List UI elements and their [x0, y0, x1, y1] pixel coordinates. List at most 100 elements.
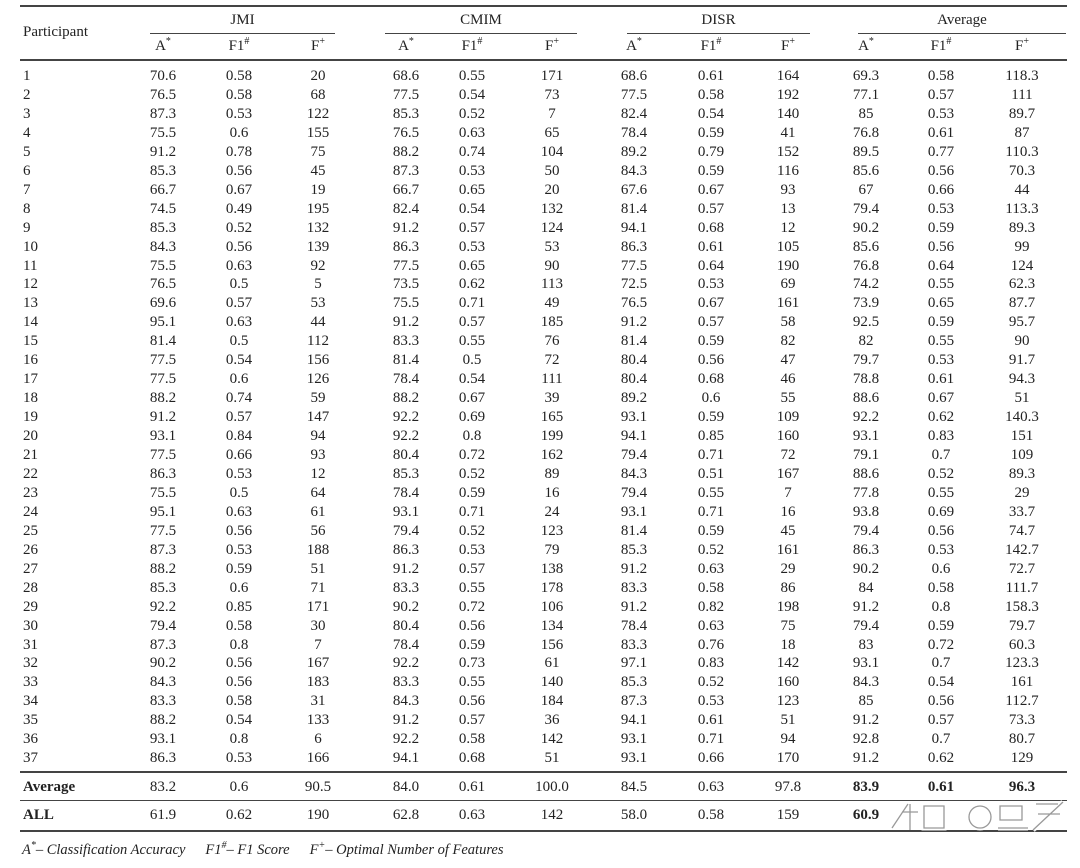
table-cell: 59 [310, 390, 326, 407]
table-cell: 111 [541, 371, 563, 388]
table-cell: 0.59 [927, 617, 955, 634]
table-cell: 0.57 [458, 219, 486, 236]
table-cell: 0.68 [458, 750, 486, 767]
subcolumn-symbol: F [545, 38, 554, 54]
table-cell: 56 [310, 522, 326, 539]
table-cell: 85.6 [852, 162, 880, 179]
table-cell: 0.53 [225, 541, 253, 558]
table-cell: 0.66 [225, 447, 253, 463]
footnote-text: – Optimal Number of Features [325, 842, 504, 858]
table-cell: 123.3 [1005, 655, 1039, 672]
table-cell: 0.51 [697, 465, 725, 482]
subcolumn-symbol: A [155, 38, 166, 54]
participant-id: 20 [23, 428, 38, 445]
table-cell: 80.4 [620, 352, 648, 369]
participant-id: 30 [23, 617, 38, 634]
table-cell: 79.1 [852, 447, 880, 463]
table-cell: 20 [310, 68, 326, 84]
table-cell: 92.2 [392, 655, 420, 672]
summary-cell: 100.0 [535, 779, 569, 795]
table-cell: 0.52 [458, 465, 486, 482]
table-cell: 92.5 [852, 314, 880, 331]
table-cell: 55 [780, 390, 796, 407]
table-cell: 91.2 [392, 314, 420, 331]
table-cell: 139 [306, 238, 330, 255]
participant-id: 1 [23, 68, 31, 84]
table-cell: 0.5 [462, 352, 482, 369]
table-cell: 66.7 [149, 181, 177, 198]
table-cell: 0.66 [927, 181, 955, 198]
table-cell: 142 [776, 655, 800, 672]
table-cell: 94 [780, 731, 796, 748]
table-cell: 51 [310, 560, 326, 577]
participant-id: 9 [23, 219, 31, 236]
table-cell: 94.3 [1008, 371, 1036, 388]
table-cell: 85.6 [852, 238, 880, 255]
table-cell: 0.6 [229, 371, 249, 388]
table-cell: 95.1 [149, 314, 177, 331]
table-cell: 0.59 [225, 560, 253, 577]
table-cell: 92 [310, 257, 326, 274]
subcolumn-header: A* [118, 37, 208, 55]
subcolumn-symbol: F1 [461, 38, 478, 54]
table-cell: 111.7 [1005, 579, 1039, 596]
table-cell: 84.3 [392, 693, 420, 710]
table-cell: 12 [780, 219, 796, 236]
table-cell: 190 [776, 257, 800, 274]
participant-id: 22 [23, 465, 38, 482]
table-cell: 76.5 [392, 124, 420, 141]
summary-cell: 0.63 [697, 779, 725, 795]
participant-id: 15 [23, 333, 38, 350]
summary-cell: 0.58 [697, 807, 725, 823]
table-cell: 140 [540, 674, 564, 691]
table-cell: 0.61 [697, 712, 725, 729]
table-cell: 0.57 [697, 200, 725, 217]
table-cell: 0.67 [697, 295, 725, 312]
table-cell: 0.52 [927, 465, 955, 482]
table-cell: 94.1 [620, 219, 648, 236]
table-cell: 88.2 [392, 143, 420, 160]
table-cell: 0.53 [927, 352, 955, 369]
table-cell: 0.5 [229, 276, 249, 293]
table-cell: 93.1 [620, 409, 648, 426]
table-cell: 140.3 [1005, 409, 1039, 426]
participant-id: 4 [23, 124, 31, 141]
table-cell: 0.59 [927, 219, 955, 236]
table-cell: 0.59 [927, 314, 955, 331]
table-cell: 91.7 [1008, 352, 1036, 369]
table-cell: 69.3 [852, 68, 880, 84]
table-cell: 166 [306, 750, 330, 767]
table-cell: 0.65 [458, 257, 486, 274]
table-cell: 20 [544, 181, 560, 198]
table-cell: 195 [306, 200, 330, 217]
table-cell: 80.4 [620, 371, 648, 388]
table-cell: 72 [780, 447, 796, 463]
table-cell: 0.65 [458, 181, 486, 198]
participant-header: Participant [23, 24, 88, 40]
table-cell: 0.6 [931, 560, 951, 577]
summary-cell: 90.5 [304, 779, 332, 795]
table-cell: 133 [306, 712, 330, 729]
table-cell: 0.53 [225, 105, 253, 122]
table-cell: 0.69 [458, 409, 486, 426]
table-cell: 79.4 [392, 522, 420, 539]
table-cell: 0.63 [458, 124, 486, 141]
participant-id: 3 [23, 105, 31, 122]
table-cell: 78.8 [852, 371, 880, 388]
table-cell: 122 [306, 105, 330, 122]
table-cell: 0.55 [927, 484, 955, 501]
table-cell: 0.68 [697, 371, 725, 388]
table-cell: 60.3 [1008, 636, 1036, 653]
table-cell: 93.1 [852, 655, 880, 672]
table-cell: 39 [544, 390, 560, 407]
table-cell: 0.54 [225, 712, 253, 729]
table-cell: 90 [1014, 333, 1030, 350]
table-cell: 88.2 [149, 712, 177, 729]
subcolumn-header: F+ [977, 37, 1067, 55]
table-cell: 0.58 [225, 693, 253, 710]
group-header-cmim: CMIM [460, 12, 502, 28]
table-cell: 113.3 [1005, 200, 1039, 217]
table-cell: 0.61 [927, 124, 955, 141]
table-cell: 0.58 [697, 86, 725, 103]
table-cell: 88.2 [149, 390, 177, 407]
